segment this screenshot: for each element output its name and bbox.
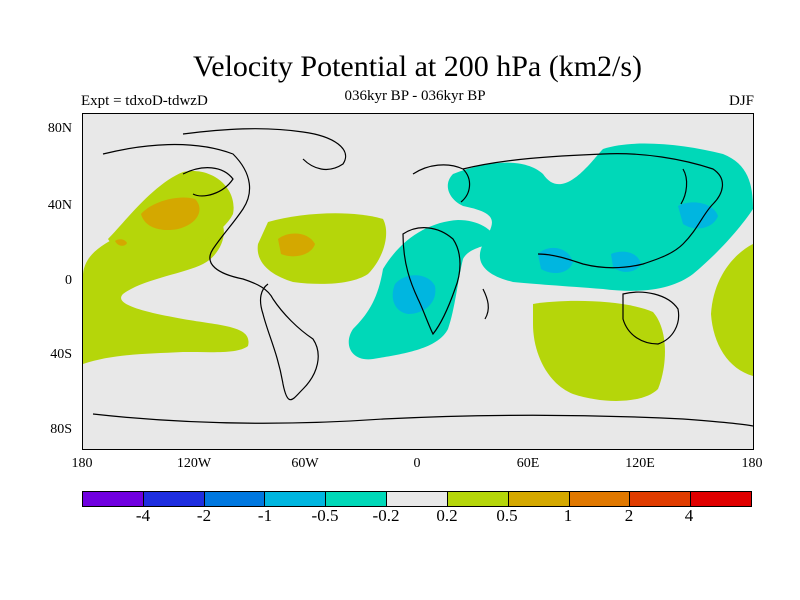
colorbar-label: -4 (135, 506, 151, 525)
caribbean-positive (257, 213, 387, 284)
colorbar-swatch (691, 492, 751, 506)
asia-core-east (678, 202, 718, 229)
pacific-positive-east (711, 244, 753, 376)
colorbar-swatch (387, 492, 448, 506)
lat-label-80s: 80S (50, 422, 72, 437)
lat-label-40s: 40S (50, 347, 72, 362)
coastlines (92, 128, 753, 427)
colorbar-label: 1 (563, 506, 573, 525)
colorbar-swatch (569, 492, 631, 506)
plot-title: Velocity Potential at 200 hPa (km2/s) (192, 50, 643, 83)
colorbar-label: 0.2 (436, 506, 458, 525)
north-america-core (141, 197, 200, 231)
season-label: DJF (728, 93, 754, 109)
colorbar-swatch (143, 492, 205, 506)
lon-label-120w: 120W (176, 456, 212, 471)
lon-label-120e: 120E (625, 456, 655, 471)
colorbar-swatch (447, 492, 509, 506)
lat-label-40n: 40N (47, 198, 72, 213)
colorbar-swatch (83, 492, 144, 506)
asia-core-maritime (611, 251, 641, 272)
colorbar-swatch (204, 492, 266, 506)
colorbar-label: -0.5 (311, 506, 339, 525)
lat-label-80n: 80N (47, 121, 72, 136)
lat-label-0: 0 (65, 273, 72, 288)
asia-negative (447, 143, 753, 291)
colorbar-label: -1 (257, 506, 273, 525)
plot-subtitle: 036kyr BP - 036kyr BP (344, 88, 486, 104)
caribbean-core (278, 233, 315, 257)
colorbar-swatch (508, 492, 570, 506)
australia-positive (533, 300, 665, 401)
lon-label-60w: 60W (291, 456, 319, 471)
lon-label-180e: 180 (741, 456, 763, 471)
map-canvas (83, 128, 753, 427)
colorbar (82, 491, 752, 507)
colorbar-swatch (265, 492, 327, 506)
lon-label-180w: 180 (71, 456, 93, 471)
lon-label-0: 0 (413, 456, 421, 471)
africa-core (392, 275, 436, 314)
experiment-label: Expt = tdxoD-tdwzD (81, 93, 208, 109)
north-america-core-2 (115, 239, 127, 246)
colorbar-label: 0.5 (496, 506, 518, 525)
colorbar-label: -2 (196, 506, 212, 525)
colorbar-swatch (630, 492, 692, 506)
map-panel (82, 113, 754, 450)
colorbar-swatch (326, 492, 388, 506)
colorbar-label: 2 (624, 506, 634, 525)
lon-label-60e: 60E (516, 456, 540, 471)
colorbar-label: 4 (684, 506, 694, 525)
colorbar-label: -0.2 (372, 506, 400, 525)
